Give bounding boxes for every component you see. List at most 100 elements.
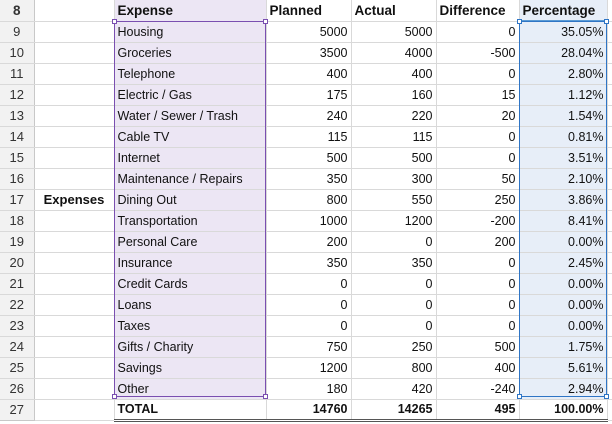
cell-blank[interactable] bbox=[607, 126, 612, 148]
cell-difference[interactable]: 0 bbox=[436, 126, 520, 148]
row-header[interactable]: 15 bbox=[0, 147, 35, 169]
cell-expense[interactable]: Internet bbox=[114, 147, 267, 169]
cell-planned[interactable]: 350 bbox=[266, 252, 352, 274]
row-header[interactable]: 26 bbox=[0, 378, 35, 400]
cell-percentage[interactable]: 0.00% bbox=[519, 294, 608, 316]
cell-planned[interactable]: 5000 bbox=[266, 21, 352, 43]
cell-blank[interactable] bbox=[607, 273, 612, 295]
cell-actual[interactable]: 220 bbox=[351, 105, 437, 127]
cell-actual[interactable]: 1200 bbox=[351, 210, 437, 232]
cell-blank[interactable] bbox=[34, 168, 115, 190]
cell-difference[interactable]: 0 bbox=[436, 147, 520, 169]
cell-blank[interactable] bbox=[607, 210, 612, 232]
cell-actual[interactable]: 0 bbox=[351, 231, 437, 253]
cell-expense[interactable]: Credit Cards bbox=[114, 273, 267, 295]
cell-planned[interactable]: 115 bbox=[266, 126, 352, 148]
row-header[interactable]: 18 bbox=[0, 210, 35, 232]
row-header[interactable]: 23 bbox=[0, 315, 35, 337]
cell-percentage[interactable]: 3.51% bbox=[519, 147, 608, 169]
cell-difference[interactable]: 0 bbox=[436, 273, 520, 295]
cell-actual[interactable]: 420 bbox=[351, 378, 437, 400]
cell-blank[interactable] bbox=[607, 168, 612, 190]
cell-actual[interactable]: 4000 bbox=[351, 42, 437, 64]
cell-planned[interactable]: 0 bbox=[266, 315, 352, 337]
cell-blank[interactable] bbox=[607, 147, 612, 169]
section-label-expenses[interactable]: Expenses bbox=[34, 189, 115, 211]
row-header[interactable]: 25 bbox=[0, 357, 35, 379]
row-header[interactable]: 20 bbox=[0, 252, 35, 274]
cell-expense[interactable]: Transportation bbox=[114, 210, 267, 232]
cell-expense[interactable]: Telephone bbox=[114, 63, 267, 85]
cell-planned[interactable]: 350 bbox=[266, 168, 352, 190]
cell-actual[interactable]: 0 bbox=[351, 294, 437, 316]
cell-actual[interactable]: 115 bbox=[351, 126, 437, 148]
cell-percentage[interactable]: 0.81% bbox=[519, 126, 608, 148]
cell-actual[interactable]: 160 bbox=[351, 84, 437, 106]
row-header[interactable]: 11 bbox=[0, 63, 35, 85]
cell-expense[interactable]: Insurance bbox=[114, 252, 267, 274]
cell-difference[interactable]: 200 bbox=[436, 231, 520, 253]
cell-planned[interactable]: 0 bbox=[266, 294, 352, 316]
cell-percentage[interactable]: 2.94% bbox=[519, 378, 608, 400]
cell-blank[interactable] bbox=[607, 336, 612, 358]
cell-blank[interactable] bbox=[607, 357, 612, 379]
header-percentage[interactable]: Percentage bbox=[519, 0, 608, 22]
cell-blank[interactable] bbox=[607, 378, 612, 400]
cell-actual[interactable]: 250 bbox=[351, 336, 437, 358]
row-header[interactable]: 16 bbox=[0, 168, 35, 190]
cell-expense[interactable]: Savings bbox=[114, 357, 267, 379]
cell-difference[interactable]: 0 bbox=[436, 294, 520, 316]
cell-blank[interactable] bbox=[34, 210, 115, 232]
cell-percentage[interactable]: 0.00% bbox=[519, 315, 608, 337]
cell-difference[interactable]: 0 bbox=[436, 21, 520, 43]
cell-blank[interactable] bbox=[34, 105, 115, 127]
row-header[interactable]: 17 bbox=[0, 189, 35, 211]
cell-blank[interactable] bbox=[34, 42, 115, 64]
cell-blank[interactable] bbox=[34, 147, 115, 169]
cell-blank[interactable] bbox=[34, 84, 115, 106]
total-label[interactable]: TOTAL bbox=[114, 399, 267, 422]
cell-planned[interactable]: 750 bbox=[266, 336, 352, 358]
row-header[interactable]: 8 bbox=[0, 0, 35, 22]
cell-difference[interactable]: 0 bbox=[436, 315, 520, 337]
cell-difference[interactable]: 250 bbox=[436, 189, 520, 211]
row-header[interactable]: 19 bbox=[0, 231, 35, 253]
cell-actual[interactable]: 800 bbox=[351, 357, 437, 379]
cell-expense[interactable]: Loans bbox=[114, 294, 267, 316]
cell-percentage[interactable]: 35.05% bbox=[519, 21, 608, 43]
row-header[interactable]: 14 bbox=[0, 126, 35, 148]
cell-blank[interactable] bbox=[607, 63, 612, 85]
row-header[interactable]: 21 bbox=[0, 273, 35, 295]
cell-difference[interactable]: 0 bbox=[436, 63, 520, 85]
cell-percentage[interactable]: 2.45% bbox=[519, 252, 608, 274]
cell-blank[interactable] bbox=[34, 378, 115, 400]
cell-expense[interactable]: Cable TV bbox=[114, 126, 267, 148]
row-header[interactable]: 10 bbox=[0, 42, 35, 64]
cell-percentage[interactable]: 0.00% bbox=[519, 273, 608, 295]
cell-difference[interactable]: -200 bbox=[436, 210, 520, 232]
row-header[interactable]: 24 bbox=[0, 336, 35, 358]
cell-percentage[interactable]: 3.86% bbox=[519, 189, 608, 211]
cell-blank[interactable] bbox=[607, 294, 612, 316]
row-header[interactable]: 12 bbox=[0, 84, 35, 106]
cell-expense[interactable]: Maintenance / Repairs bbox=[114, 168, 267, 190]
cell-blank[interactable] bbox=[607, 315, 612, 337]
header-difference[interactable]: Difference bbox=[436, 0, 520, 22]
cell-blank[interactable] bbox=[607, 189, 612, 211]
cell-actual[interactable]: 350 bbox=[351, 252, 437, 274]
cell-blank[interactable] bbox=[34, 126, 115, 148]
cell-blank[interactable] bbox=[34, 273, 115, 295]
cell-difference[interactable]: -500 bbox=[436, 42, 520, 64]
cell-expense[interactable]: Electric / Gas bbox=[114, 84, 267, 106]
cell-difference[interactable]: 0 bbox=[436, 252, 520, 274]
cell-blank[interactable] bbox=[34, 231, 115, 253]
cell-planned[interactable]: 3500 bbox=[266, 42, 352, 64]
cell-planned[interactable]: 200 bbox=[266, 231, 352, 253]
row-header[interactable]: 13 bbox=[0, 105, 35, 127]
cell-actual[interactable]: 5000 bbox=[351, 21, 437, 43]
cell-percentage[interactable]: 8.41% bbox=[519, 210, 608, 232]
cell-expense[interactable]: Dining Out bbox=[114, 189, 267, 211]
cell-blank[interactable] bbox=[34, 336, 115, 358]
cell-difference[interactable]: -240 bbox=[436, 378, 520, 400]
total-actual[interactable]: 14265 bbox=[351, 399, 437, 422]
